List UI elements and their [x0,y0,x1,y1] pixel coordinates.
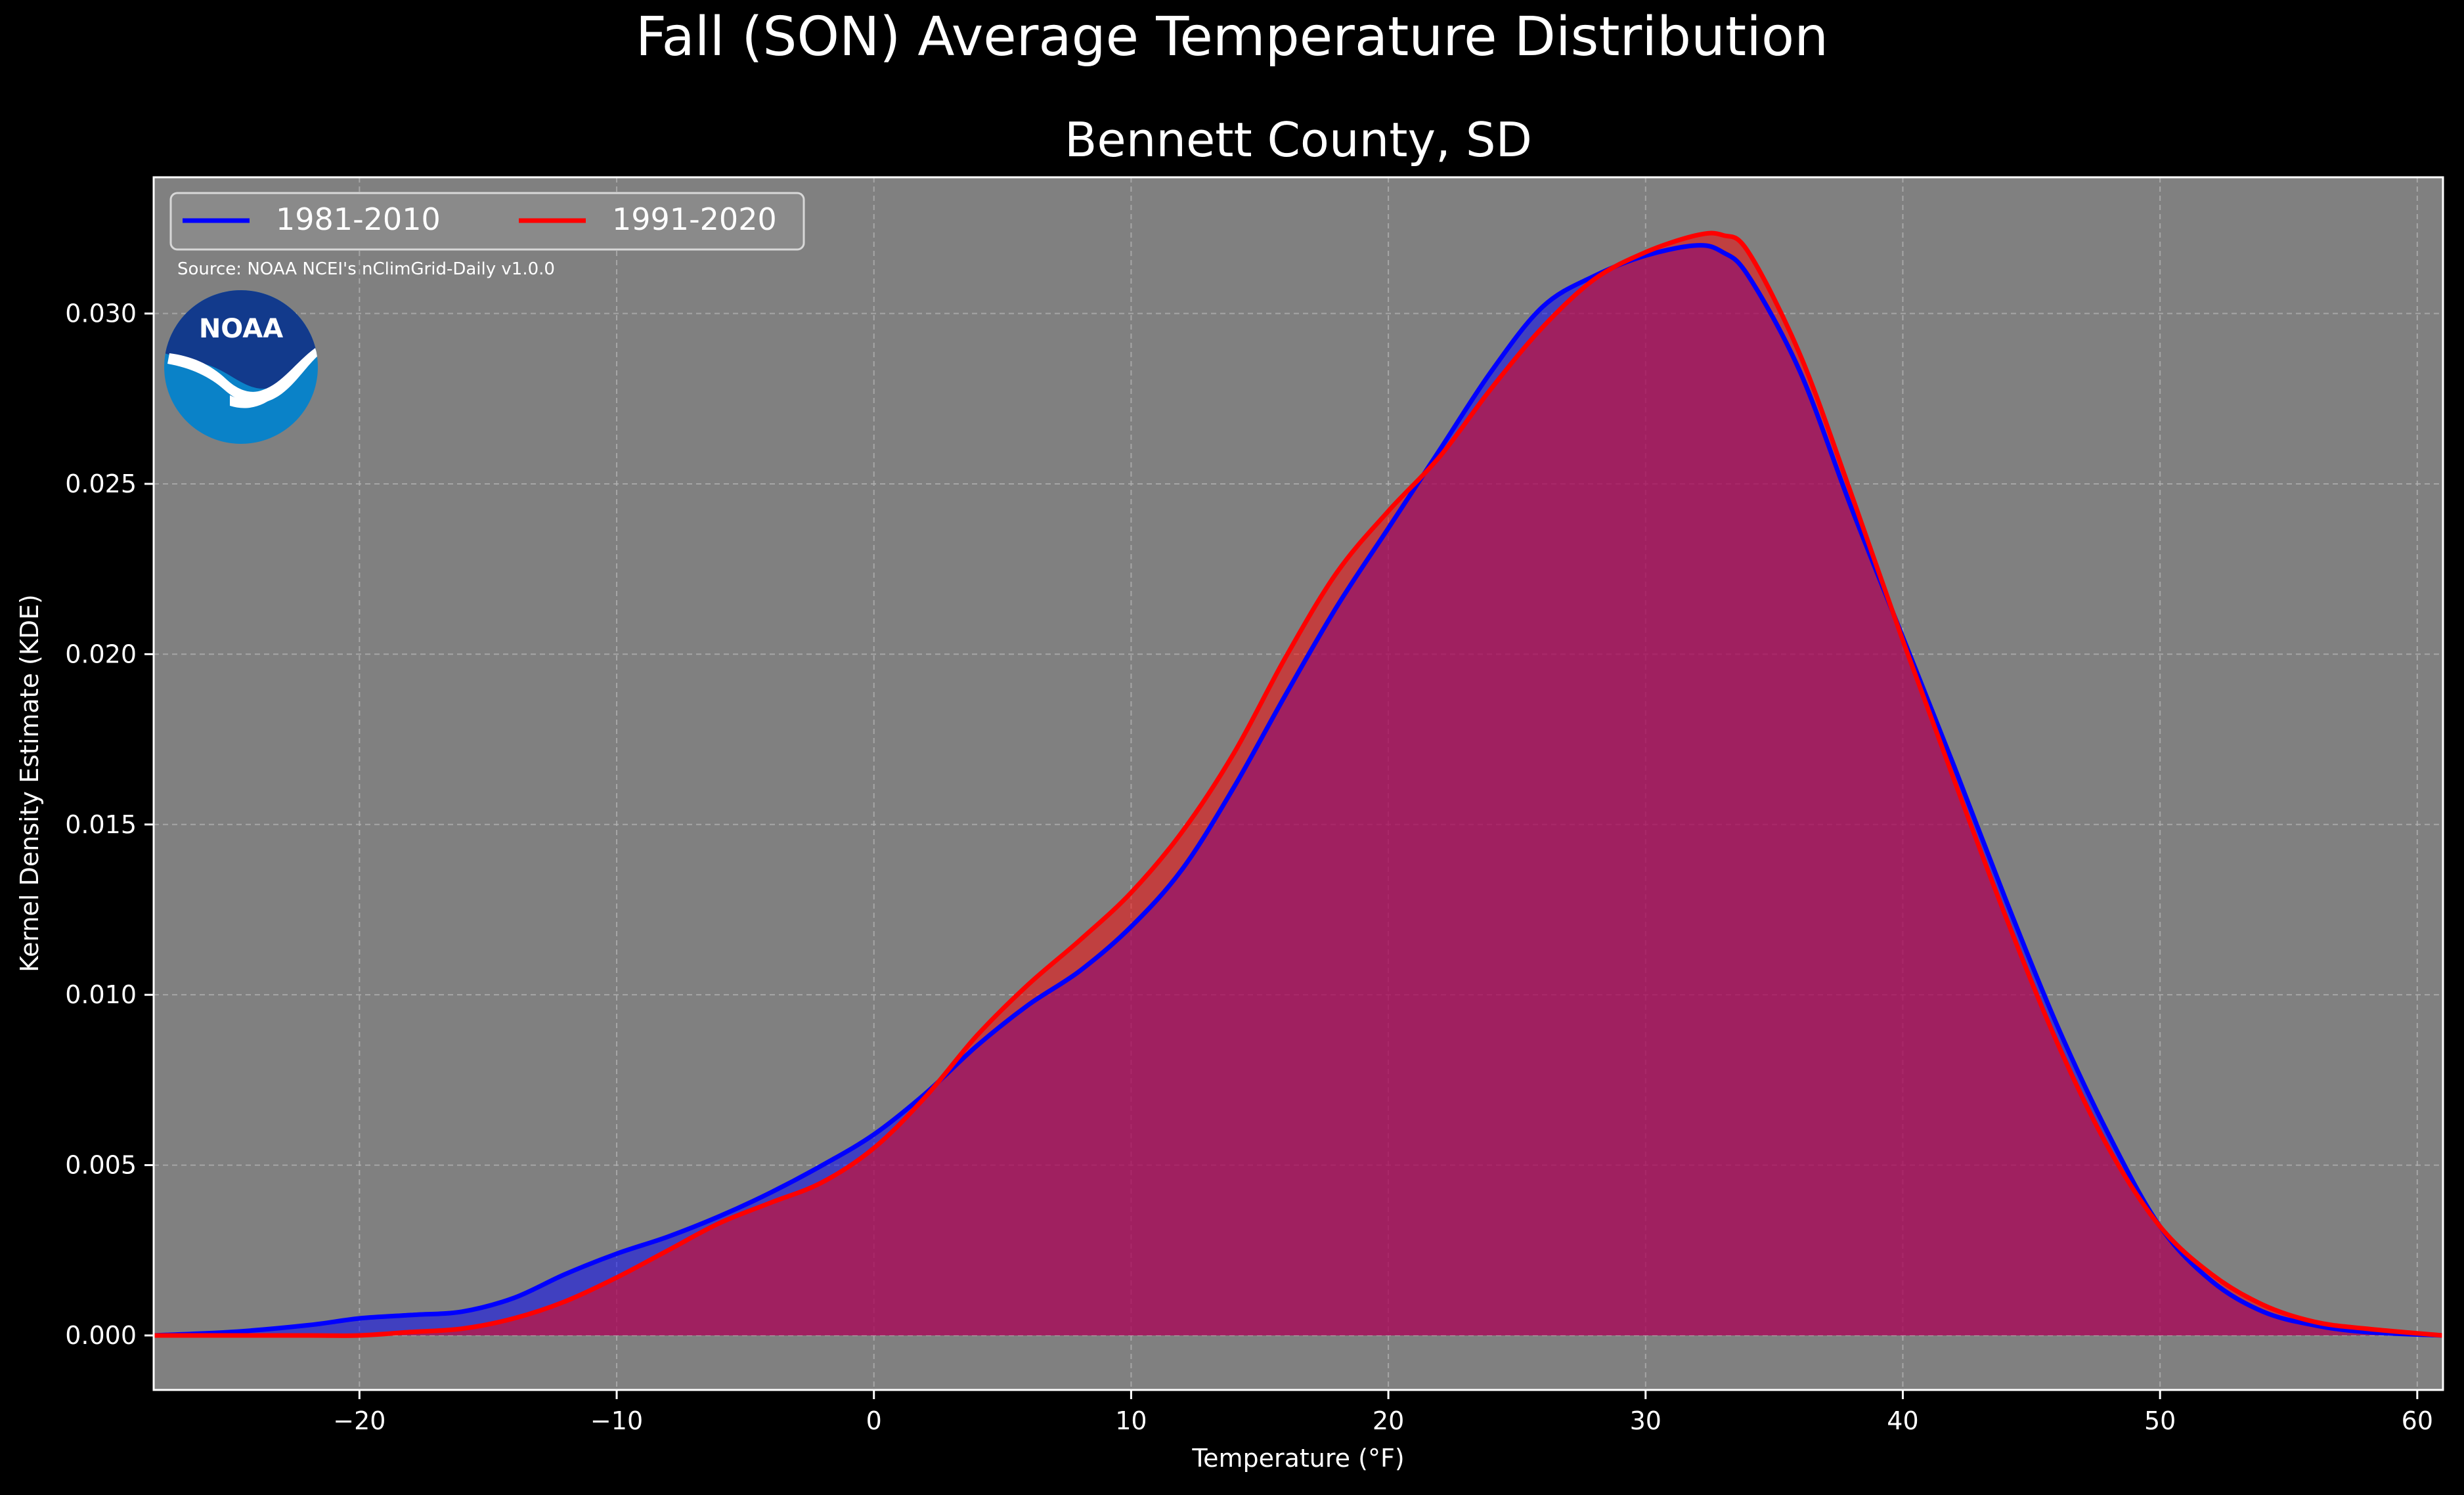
x-tick-label: 40 [1887,1406,1918,1435]
y-axis-label: Kernel Density Estimate (KDE) [15,594,44,972]
x-tick-label: 30 [1630,1406,1661,1435]
line-1991-2020 [154,230,2443,1338]
series-areas [154,232,2443,1336]
x-tick-label: −20 [333,1406,385,1435]
series-lines [154,230,2443,1338]
source-note: Source: NOAA NCEI's nClimGrid-Daily v1.0… [177,259,555,279]
legend-box [169,192,805,251]
x-tick-label: 20 [1373,1406,1404,1435]
y-tick-label: 0.010 [65,980,137,1009]
y-tick-label: 0.020 [65,639,137,668]
x-axis-label: Temperature (°F) [1191,1444,1404,1473]
x-tick-label: −10 [590,1406,643,1435]
noaa-logo-icon: NOAA [164,290,318,444]
x-tick-label: 60 [2402,1406,2433,1435]
chart-title: Bennett County, SD [1065,112,1532,167]
y-axis: 0.000 0.005 0.010 0.015 0.020 0.025 0.030 [65,299,154,1350]
legend-label-1981-2010: 1981-2010 [276,202,441,237]
legend-label-1991-2020: 1991-2020 [612,202,777,237]
x-tick-label: 50 [2144,1406,2176,1435]
line-1981-2010 [154,243,2443,1338]
plot-frame [152,176,2444,1391]
legend: 1981-2010 1991-2020 [169,192,805,251]
x-axis: −20 −10 0 10 20 30 40 50 60 [333,1390,2433,1435]
x-tick-label: 10 [1115,1406,1147,1435]
area-1991-2020 [154,232,2443,1336]
y-tick-label: 0.015 [65,810,137,839]
y-tick-label: 0.030 [65,299,137,328]
suptitle: Fall (SON) Average Temperature Distribut… [636,6,1828,68]
x-tick-label: 0 [866,1406,882,1435]
noaa-logo-text: NOAA [199,314,283,344]
y-tick-label: 0.025 [65,469,137,498]
y-tick-label: 0.000 [65,1321,137,1350]
y-tick-label: 0.005 [65,1151,137,1180]
